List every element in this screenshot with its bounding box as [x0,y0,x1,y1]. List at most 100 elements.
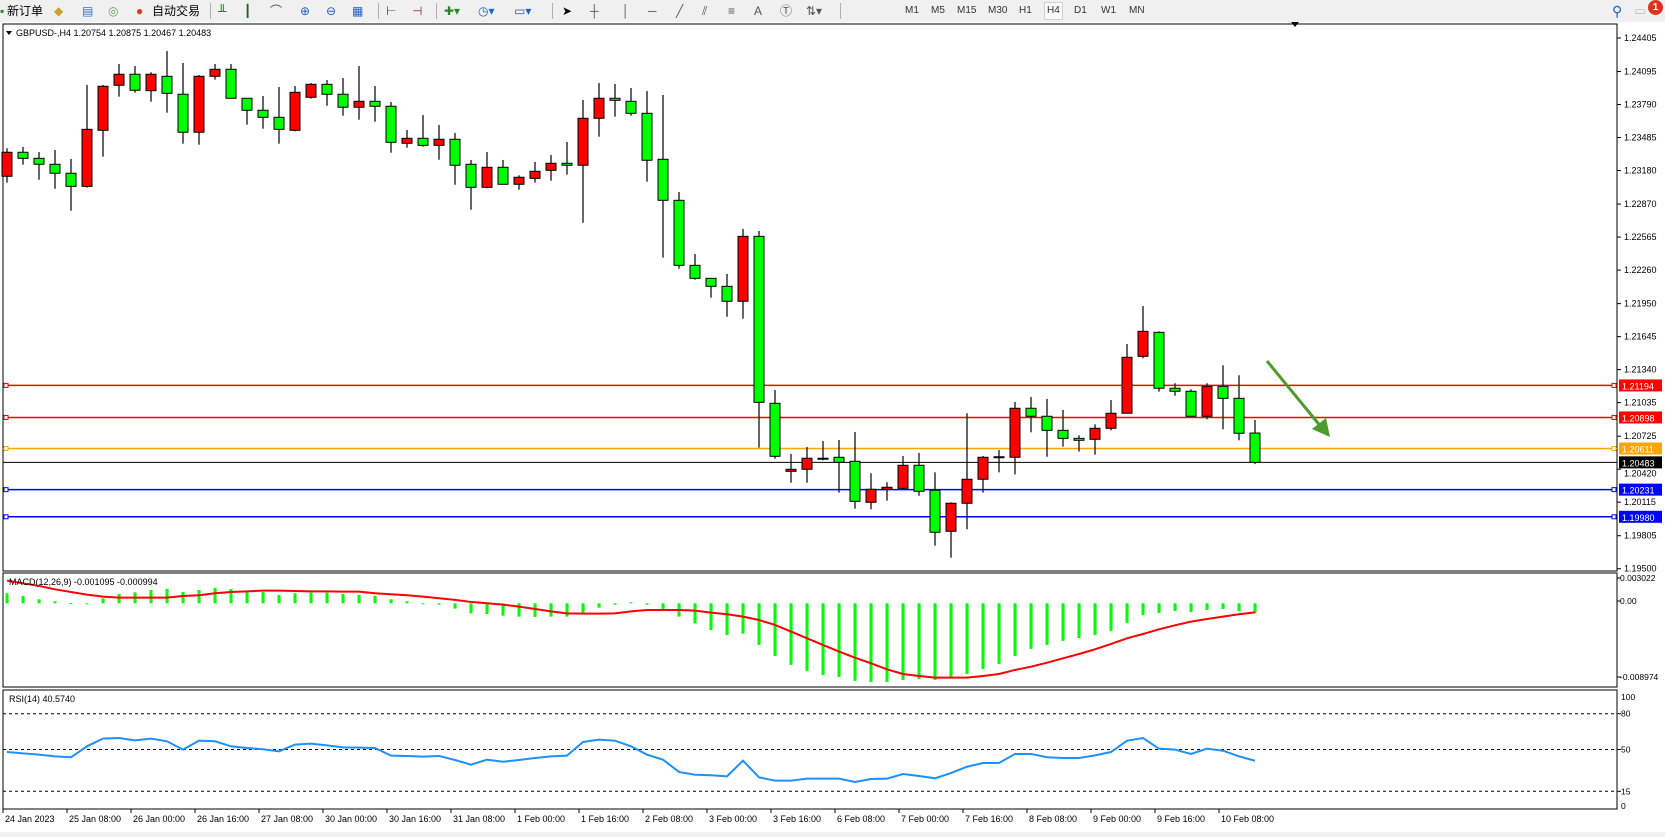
line-handle-right [1611,487,1617,493]
candle-body [1233,397,1245,434]
collapse-triangle-icon[interactable] [6,31,12,35]
equidistant-channel-icon[interactable]: ⫽ [702,4,708,18]
time-tick-label: 2 Feb 08:00 [645,814,693,824]
macd-histogram-bar [197,589,201,604]
auto-trade-icon[interactable]: ● [136,4,144,18]
macd-histogram-bar [757,603,761,645]
candle [961,413,973,530]
macd-histogram-bar [1077,603,1081,639]
timeframe-d1[interactable]: D1 [1074,5,1087,16]
macd-histogram-bar [933,603,937,681]
candle-body [81,128,93,187]
candle [625,87,637,116]
cursor-icon[interactable]: ➤ [562,4,573,18]
timeframe-h1[interactable]: H1 [1019,5,1032,16]
fibonacci-icon[interactable]: ≡ [728,4,736,18]
candle-body [817,457,829,460]
candle-body [705,277,717,287]
time-tick-label: 27 Jan 08:00 [261,814,313,824]
candle [785,454,797,483]
macd-histogram-bar [1029,603,1033,649]
candle [1121,343,1133,414]
macd-histogram-bar [1221,603,1225,609]
chat-icon[interactable]: ▭ [1634,3,1647,18]
candle-body [17,151,29,159]
time-tick-label: 6 Feb 08:00 [837,814,885,824]
candle [209,63,221,80]
tile-windows-icon[interactable]: ▦ [352,4,364,18]
macd-histogram-bar [837,603,841,677]
horizontal-line-icon[interactable]: ─ [648,4,657,18]
line-handle-left [3,514,9,520]
templates-icon[interactable]: ▭▾ [514,4,532,18]
zoom-out-icon[interactable]: ⊖ [326,4,337,18]
navigator-icon[interactable]: ▤ [82,4,94,18]
time-tick-label: 25 Jan 08:00 [69,814,121,824]
text-label-icon[interactable]: Ⓣ [780,4,793,18]
market-watch-icon[interactable]: ◆ [54,4,64,18]
macd-histogram-bar [661,603,665,610]
macd-histogram-bar [85,603,89,605]
candle [113,63,125,97]
rsi-axis-label: 50 [1621,745,1631,755]
trendline-icon[interactable]: ╱ [676,4,684,18]
macd-histogram-bar [37,599,41,604]
line-chart-icon[interactable]: ⌒ [270,4,283,18]
candle [1137,306,1149,359]
signals-icon[interactable]: ◎ [108,4,119,18]
bar-chart-icon[interactable]: ╨ [218,4,227,18]
new-order-button[interactable]: 新订单 [7,4,44,18]
vertical-line-icon[interactable]: │ [622,4,630,18]
candle [1169,383,1181,396]
time-tick-label: 7 Feb 16:00 [965,814,1013,824]
search-icon[interactable]: ⚲ [1612,3,1623,19]
timeframe-w1[interactable]: W1 [1101,5,1116,16]
macd-histogram-bar [277,594,281,604]
auto-trade-button[interactable]: 自动交易 [152,4,201,18]
candlestick-icon[interactable]: ┃ [244,4,252,18]
candle [817,440,829,461]
time-tick-label: 26 Jan 16:00 [197,814,249,824]
line-handle-left [3,487,9,493]
candle-body [929,489,941,533]
chart-shift-icon[interactable]: ⊢ [386,4,397,18]
timeframe-m15[interactable]: M15 [957,5,977,16]
time-tick-label: 31 Jan 08:00 [453,814,505,824]
arrows-icon[interactable]: ⇅▾ [806,4,823,18]
separator [840,3,841,19]
macd-histogram-bar [165,588,169,604]
candle [161,50,173,113]
macd-histogram-bar [357,594,361,604]
candle-body [33,157,45,165]
zoom-in-icon[interactable]: ⊕ [300,4,311,18]
candle [481,152,493,189]
chart-window[interactable]: 1.24405 1.24095 1.23790 1.23485 1.23180 1.228… [0,22,1665,832]
candle-body [1137,330,1149,357]
timeframe-mn[interactable]: MN [1129,5,1145,16]
timeframe-m5[interactable]: M5 [931,5,945,16]
candle-body [113,73,125,86]
indicators-icon[interactable]: ✚▾ [444,4,461,18]
candle-body [49,163,61,174]
crosshair-icon[interactable]: ┼ [590,4,599,18]
timeframe-m1[interactable]: M1 [905,5,919,16]
price-tick-label: 1.20420 [1624,468,1657,478]
macd-histogram-bar [581,603,585,614]
candle [545,154,557,181]
candle-body [65,172,77,187]
chart-canvas[interactable]: 1.24405 1.24095 1.23790 1.23485 1.23180 1.228… [0,22,1665,832]
candle [913,452,925,496]
timeframe-m30[interactable]: M30 [988,5,1008,16]
autoscroll-icon[interactable]: ⊣ [412,4,423,18]
new-order-icon[interactable]: ▪ [0,4,5,18]
macd-histogram-bar [1125,603,1129,623]
time-tick-label: 24 Jan 2023 [5,814,55,824]
candle [1185,389,1197,417]
candle [1009,401,1021,475]
timeframe-h4[interactable]: H4 [1044,2,1063,20]
text-icon[interactable]: A [754,4,763,18]
macd-histogram-bar [181,591,185,604]
periods-icon[interactable]: ◷▾ [478,4,495,18]
candle [385,101,397,153]
macd-histogram-bar [1061,603,1065,641]
